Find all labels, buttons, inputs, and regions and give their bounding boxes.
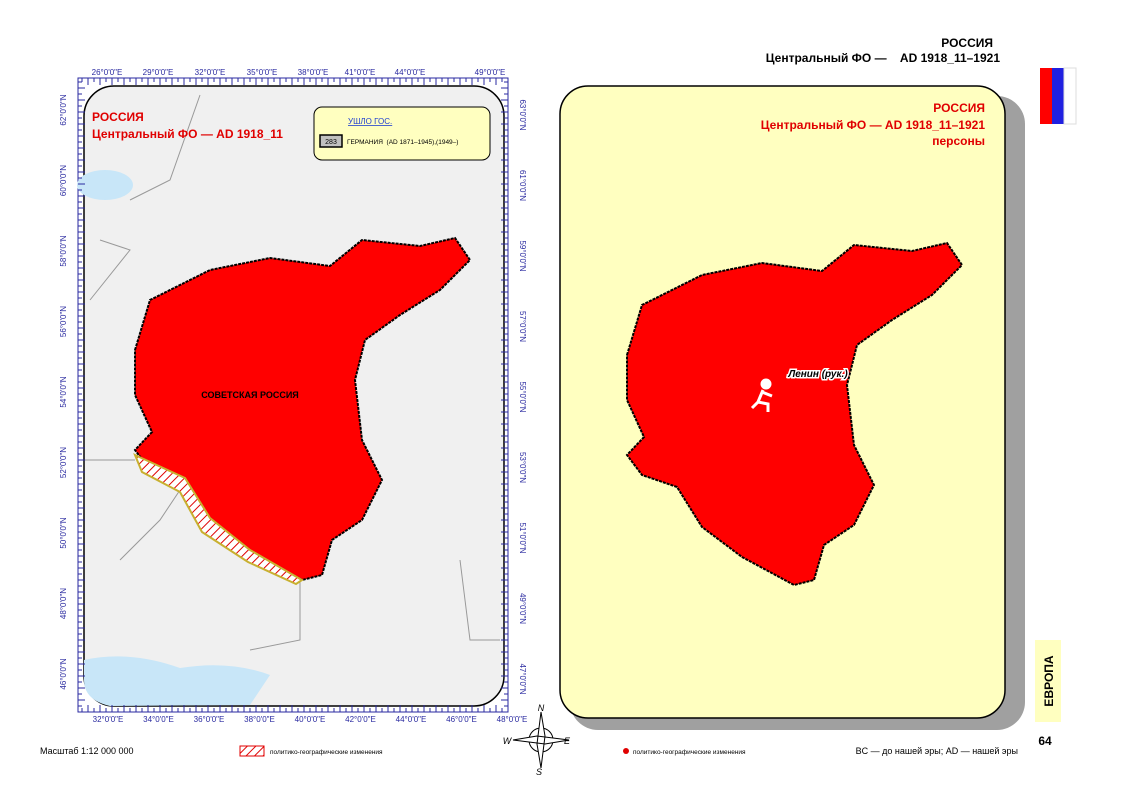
lat-label: 46°0'0"N xyxy=(59,658,68,689)
compass-w: W xyxy=(503,736,513,746)
lat-label: 58°0'0"N xyxy=(59,235,68,266)
compass-e: E xyxy=(564,736,571,746)
legend-dot-label: политико-географические изменения xyxy=(633,749,746,756)
lon-label: 42°0'0"E xyxy=(345,715,376,724)
lat-label: 60°0'0"N xyxy=(59,165,68,196)
legend-dot xyxy=(623,748,629,754)
person-icon xyxy=(750,378,773,412)
map-subtitle: персоны xyxy=(932,134,985,148)
lat-label: 59°0'0"N xyxy=(518,240,527,271)
lat-label: 54°0'0"N xyxy=(59,376,68,407)
lon-label: 44°0'0"E xyxy=(396,715,427,724)
page-subtitle: Центральный ФО — AD 1918_11–1921 xyxy=(766,51,1001,65)
section-tab xyxy=(1035,640,1061,722)
lat-label: 48°0'0"N xyxy=(59,588,68,619)
lon-label: 32°0'0"E xyxy=(93,715,124,724)
flag xyxy=(1040,67,1077,125)
lat-label: 51°0'0"N xyxy=(518,522,527,553)
lon-label: 38°0'0"E xyxy=(298,68,329,77)
lon-label: 34°0'0"E xyxy=(143,715,174,724)
lon-label: 41°0'0"E xyxy=(345,68,376,77)
lat-label: 53°0'0"N xyxy=(518,452,527,483)
lat-label: 47°0'0"N xyxy=(518,663,527,694)
lon-label: 29°0'0"E xyxy=(143,68,174,77)
lat-label: 49°0'0"N xyxy=(518,593,527,624)
legend-title[interactable]: УШЛО ГОС. xyxy=(348,117,392,126)
lat-label: 63°0'0"N xyxy=(518,99,527,130)
compass-s: S xyxy=(536,767,542,777)
lon-label: 48°0'0"E xyxy=(497,715,528,724)
lat-label: 56°0'0"N xyxy=(59,306,68,337)
legend-swatch xyxy=(319,134,343,148)
lon-label: 46°0'0"E xyxy=(446,715,477,724)
lon-label: 26°0'0"E xyxy=(92,68,123,77)
legend-hatch-label: политико-географические изменения xyxy=(270,749,383,756)
lat-label: 55°0'0"N xyxy=(518,381,527,412)
map-title: РОССИЯ xyxy=(92,110,144,124)
lat-label: 62°0'0"N xyxy=(59,94,68,125)
person-label: Ленин (рук.) xyxy=(787,369,848,380)
lon-label: 32°0'0"E xyxy=(195,68,226,77)
map-title: РОССИЯ xyxy=(933,101,985,115)
left-map: РОССИЯ Центральный ФО — AD 1918_11 СОВЕТ… xyxy=(77,77,509,713)
legend-box xyxy=(313,106,491,161)
graticule xyxy=(78,78,508,712)
compass: N W E S xyxy=(503,703,571,777)
legend-code: 283 xyxy=(325,139,337,146)
legend-hatch xyxy=(239,745,265,757)
region-label: СОВЕТСКАЯ РОССИЯ xyxy=(201,390,299,400)
era-note: BC — до нашей эры; AD — нашей эры xyxy=(856,746,1018,756)
compass-n: N xyxy=(538,703,545,713)
lon-label: 49°0'0"E xyxy=(475,68,506,77)
page-number: 64 xyxy=(1038,734,1052,748)
scale: Масштаб 1:12 000 000 xyxy=(40,746,134,756)
page-title: РОССИЯ xyxy=(941,36,993,50)
lat-label: 52°0'0"N xyxy=(59,447,68,478)
map-subtitle: Центральный ФО — AD 1918_11 xyxy=(92,127,283,141)
changed-area xyxy=(133,453,304,586)
lake xyxy=(77,170,133,200)
lat-label: 50°0'0"N xyxy=(59,517,68,548)
lat-label: 61°0'0"N xyxy=(518,170,527,201)
lat-label: 57°0'0"N xyxy=(518,311,527,342)
legend-item: ГЕРМАНИЯ (AD 1871–1945),(1949–) xyxy=(347,139,458,146)
border xyxy=(84,94,500,651)
section: ЕВРОПА xyxy=(1042,655,1056,706)
lon-label: 36°0'0"E xyxy=(194,715,225,724)
lon-label: 38°0'0"E xyxy=(244,715,275,724)
lon-label: 44°0'0"E xyxy=(395,68,426,77)
sea xyxy=(84,656,270,706)
lon-label: 40°0'0"E xyxy=(295,715,326,724)
lon-label: 35°0'0"E xyxy=(247,68,278,77)
map-subtitle: Центральный ФО — AD 1918_11–1921 xyxy=(761,118,986,132)
